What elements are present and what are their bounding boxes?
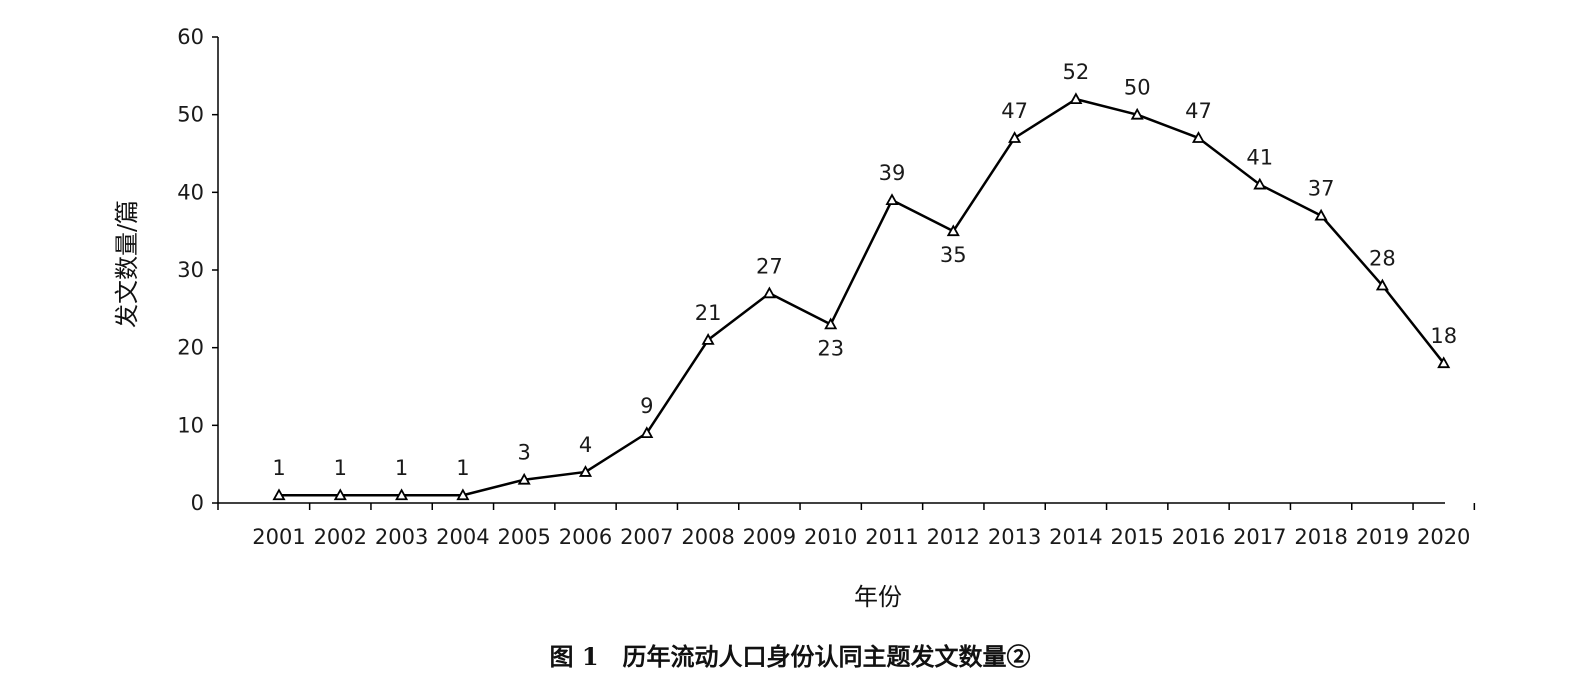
figure-caption: 图 1 历年流动人口身份认同主题发文数量② xyxy=(549,642,1030,671)
data-point-marker xyxy=(1008,131,1022,143)
data-label: 41 xyxy=(1246,146,1273,170)
data-point-marker xyxy=(395,488,409,501)
x-tick-label: 2014 xyxy=(1049,525,1102,549)
data-point-marker xyxy=(1314,208,1328,221)
x-tick-label: 2010 xyxy=(804,525,857,549)
x-tick-label: 2001 xyxy=(252,525,305,549)
y-tick-label: 20 xyxy=(177,336,204,360)
data-point-marker xyxy=(1253,177,1267,190)
x-tick-label: 2002 xyxy=(314,525,367,549)
data-point-marker xyxy=(333,488,347,501)
y-tick-label: 60 xyxy=(177,25,204,49)
data-label: 21 xyxy=(695,301,722,325)
x-tick-label: 2007 xyxy=(620,525,673,549)
data-label: 1 xyxy=(272,456,285,480)
data-label: 52 xyxy=(1063,60,1090,84)
y-tick-label: 10 xyxy=(177,413,204,437)
x-axis-title: 年份 xyxy=(854,583,902,611)
data-label: 1 xyxy=(334,456,347,480)
data-point-marker xyxy=(456,488,470,501)
x-tick-label: 2018 xyxy=(1294,525,1347,549)
data-label: 1 xyxy=(395,456,408,480)
data-point-marker xyxy=(1069,92,1083,105)
data-point-marker xyxy=(578,465,593,477)
x-tick-label: 2020 xyxy=(1417,525,1470,549)
data-point-marker xyxy=(762,286,776,299)
series-line xyxy=(279,97,1445,497)
data-label: 23 xyxy=(817,336,844,360)
y-tick-label: 0 xyxy=(191,491,204,515)
data-point-marker xyxy=(701,333,715,345)
x-tick-label: 2017 xyxy=(1233,525,1286,549)
x-tick-label: 2003 xyxy=(375,525,428,549)
x-tick-label: 2019 xyxy=(1356,525,1409,549)
data-point-marker xyxy=(1191,131,1206,143)
x-axis-ticks: 2001 2002 2003 2004 2005 2006 2007 2008 2009 2010… xyxy=(217,503,1476,549)
data-point-marker xyxy=(517,472,531,485)
x-tick-label: 2006 xyxy=(559,525,612,549)
x-tick-label: 2008 xyxy=(681,525,734,549)
data-label: 18 xyxy=(1430,324,1457,348)
chart-axes xyxy=(217,37,1445,504)
y-tick-label: 40 xyxy=(177,180,204,204)
data-series xyxy=(272,92,1451,501)
data-label: 50 xyxy=(1124,76,1151,100)
x-tick-label: 2016 xyxy=(1172,525,1225,549)
data-point-marker xyxy=(885,193,899,206)
data-point-marker xyxy=(946,224,960,237)
data-label: 4 xyxy=(579,433,592,457)
data-label: 9 xyxy=(640,394,653,418)
y-axis-title: 发文数量/篇 xyxy=(113,200,141,328)
data-labels: 1 1 1 1 3 4 9 21 27 23 39 35 47 52 50 47 41 37 28 18 xyxy=(272,60,1457,480)
data-label: 35 xyxy=(940,243,967,267)
x-tick-label: 2009 xyxy=(743,525,796,549)
x-tick-label: 2013 xyxy=(988,525,1041,549)
data-label: 3 xyxy=(518,441,531,465)
data-label: 37 xyxy=(1308,177,1335,201)
y-tick-label: 50 xyxy=(177,103,204,127)
y-axis-ticks: 0 10 20 30 40 50 60 xyxy=(177,25,218,515)
data-label: 1 xyxy=(456,456,469,480)
x-tick-label: 2015 xyxy=(1110,525,1163,549)
data-label: 28 xyxy=(1369,247,1396,271)
y-tick-label: 30 xyxy=(177,258,204,282)
data-label: 47 xyxy=(1001,99,1028,123)
data-label: 39 xyxy=(879,161,906,185)
data-point-marker xyxy=(640,426,654,439)
x-tick-label: 2011 xyxy=(865,525,918,549)
data-label: 27 xyxy=(756,254,783,278)
x-tick-label: 2005 xyxy=(497,525,550,549)
x-tick-label: 2012 xyxy=(927,525,980,549)
data-point-marker xyxy=(1130,107,1144,120)
data-label: 47 xyxy=(1185,99,1212,123)
data-point-marker xyxy=(824,317,838,330)
data-point-marker xyxy=(272,488,286,501)
data-point-marker xyxy=(1375,278,1389,291)
x-tick-label: 2004 xyxy=(436,525,489,549)
data-point-marker xyxy=(1437,356,1451,369)
